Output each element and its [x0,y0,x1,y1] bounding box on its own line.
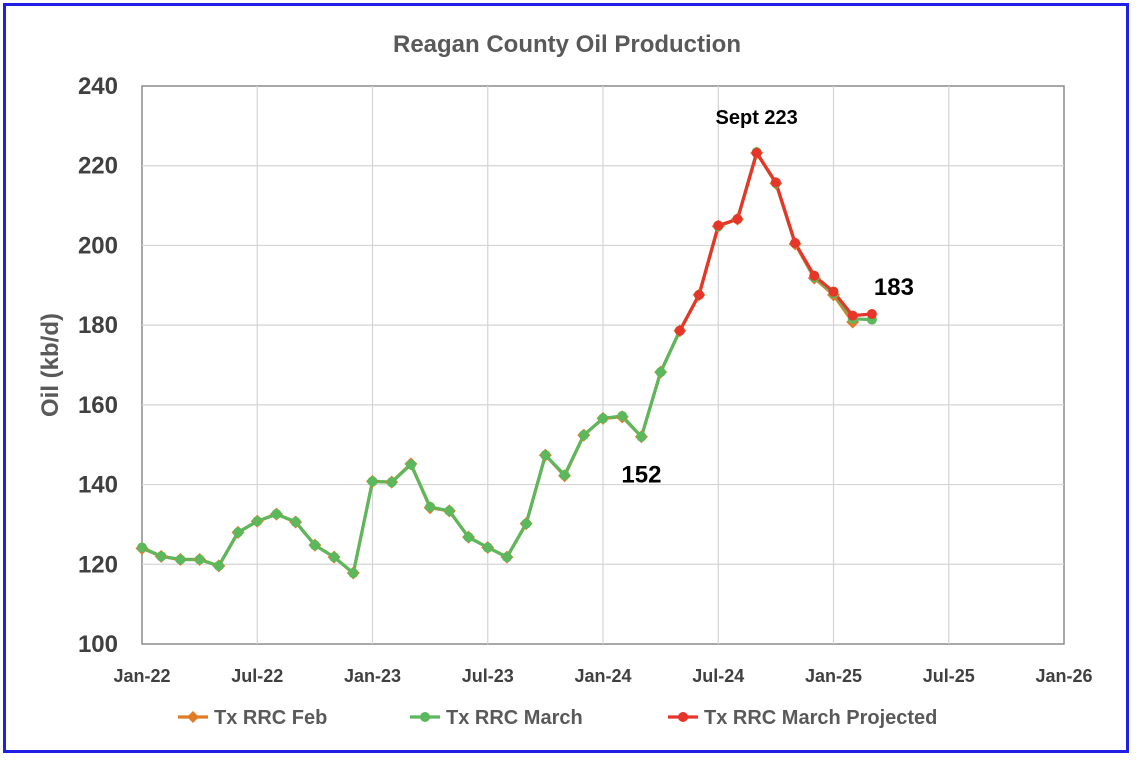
x-tick-label: Jan-23 [344,666,401,686]
data-point [713,220,724,231]
data-point [617,411,628,422]
data-point [732,214,743,225]
y-tick-label: 220 [78,153,118,180]
series-line-1 [141,150,872,575]
annotation-label: Sept 223 [716,107,798,129]
data-point [463,532,474,543]
y-axis-label: Oil (kb/d) [37,313,64,417]
x-tick-labels: Jan-22 Jul-22 Jan-23 Jul-23 Jan-24 Jul-24 Jan-… [113,666,1092,686]
x-gridlines [256,86,950,644]
data-point [655,367,666,378]
annotation-label: 152 [621,462,661,489]
data-point [367,476,378,487]
data-point [386,477,397,488]
x-tick-label: Jul-25 [923,666,975,686]
data-point [866,308,877,319]
data-point [444,505,455,516]
data-point [405,459,416,470]
data-point [252,516,263,527]
x-tick-label: Jan-25 [805,666,862,686]
chart-title: Reagan County Oil Production [393,31,741,58]
data-point [309,540,320,551]
annotations: Sept 223 183 152 [621,107,914,489]
x-tick-label: Jan-24 [574,666,631,686]
data-point [233,527,244,538]
chart-frame [3,3,1129,753]
legend-swatch-marker [187,711,199,723]
x-tick-label: Jul-23 [462,666,514,686]
legend-label: Tx RRC Feb [214,707,327,729]
data-point [521,518,532,529]
data-point [194,554,205,565]
data-point [847,310,858,321]
x-tick-label: Jul-22 [231,666,283,686]
annotation-label: 183 [874,274,914,301]
data-point [501,552,512,563]
data-point [559,470,570,481]
data-point [540,450,551,461]
y-tick-label: 240 [78,73,118,100]
y-tick-label: 140 [78,472,118,499]
series-markers [135,146,877,580]
y-tick-label: 180 [78,312,118,339]
data-point [175,554,186,565]
x-tick-label: Jan-26 [1035,666,1092,686]
legend-swatch-marker [678,712,688,722]
data-point [809,270,820,281]
legend-label: Tx RRC March Projected [704,707,937,729]
data-point [137,542,147,553]
series-lines [141,150,873,575]
legend-label: Tx RRC March [446,707,583,729]
data-point [598,413,608,424]
data-point [828,286,839,297]
data-point [271,509,282,520]
y-tick-label: 200 [78,232,118,259]
y-gridlines [142,165,1064,565]
y-tick-label: 120 [78,551,118,578]
data-point [751,147,762,158]
data-point [156,551,167,562]
x-tick-label: Jan-22 [113,666,170,686]
data-point [636,431,647,442]
data-point [578,430,589,441]
data-point [213,560,224,571]
data-point [482,542,493,553]
data-point [425,501,436,512]
series-line-0 [141,151,855,575]
x-tick-label: Jul-24 [692,666,744,686]
data-point [329,552,340,563]
y-tick-labels: 100 120 140 160 180 200 220 240 [78,73,118,658]
data-point [348,568,359,579]
data-point [770,177,781,188]
data-point [790,238,801,249]
y-tick-label: 100 [78,631,118,658]
legend-swatch-marker [420,712,430,722]
data-point [694,289,705,300]
data-point [674,325,685,336]
legend: Tx RRC Feb Tx RRC March Tx RRC March Proje… [178,707,937,729]
data-point [290,517,301,528]
y-tick-label: 160 [78,392,118,419]
